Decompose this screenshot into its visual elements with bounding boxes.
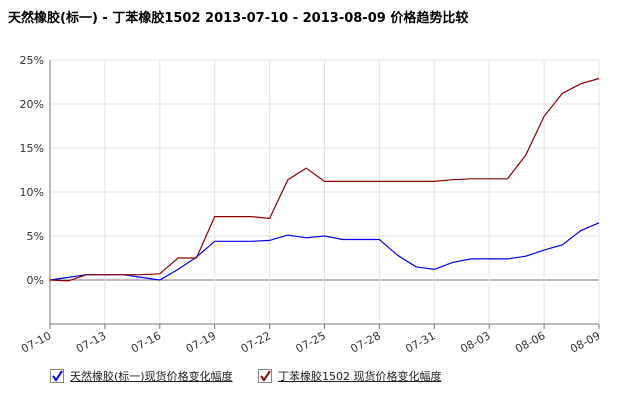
- x-tick-label: 08-03: [458, 329, 492, 355]
- checkbox-checked-icon[interactable]: [258, 369, 272, 383]
- y-tick-label: 5%: [27, 230, 44, 243]
- legend-item-natural-rubber[interactable]: 天然橡胶(标一)现货价格变化幅度: [50, 368, 233, 384]
- x-tick-label: 08-09: [568, 329, 602, 355]
- series-line-natural-rubber: [49, 222, 600, 281]
- y-tick-label: 10%: [20, 186, 44, 199]
- series-line-sbr-1502: [49, 77, 600, 282]
- y-tick-label: 25%: [20, 54, 44, 67]
- series-lines: [49, 77, 600, 282]
- checkbox-checked-icon[interactable]: [50, 369, 64, 383]
- legend-item-sbr-1502[interactable]: 丁苯橡胶1502 现货价格变化幅度: [258, 368, 442, 384]
- legend-label: 天然橡胶(标一)现货价格变化幅度: [70, 370, 233, 383]
- x-tick-label: 07-28: [348, 329, 382, 355]
- x-tick-label: 07-22: [239, 329, 273, 355]
- legend-label: 丁苯橡胶1502 现货价格变化幅度: [278, 370, 442, 383]
- x-tick-label: 07-13: [74, 329, 108, 355]
- y-tick-label: 0%: [27, 274, 44, 287]
- x-tick-label: 07-25: [294, 329, 328, 355]
- x-tick-label: 08-06: [513, 329, 547, 355]
- tick-labels: 0% 5% 10% 15% 20% 25% 07-10 07-13 07-16 07-19 07-2…: [19, 54, 602, 356]
- x-tick-label: 07-16: [129, 329, 163, 355]
- grid: [49, 59, 600, 324]
- y-tick-label: 20%: [20, 98, 44, 111]
- x-tick-label: 07-31: [403, 329, 437, 355]
- y-tick-label: 15%: [20, 142, 44, 155]
- x-tick-label: 07-10: [19, 329, 53, 355]
- chart-title: 天然橡胶(标一) - 丁苯橡胶1502 2013-07-10 - 2013-08…: [8, 11, 469, 26]
- x-tick-label: 07-19: [184, 329, 218, 355]
